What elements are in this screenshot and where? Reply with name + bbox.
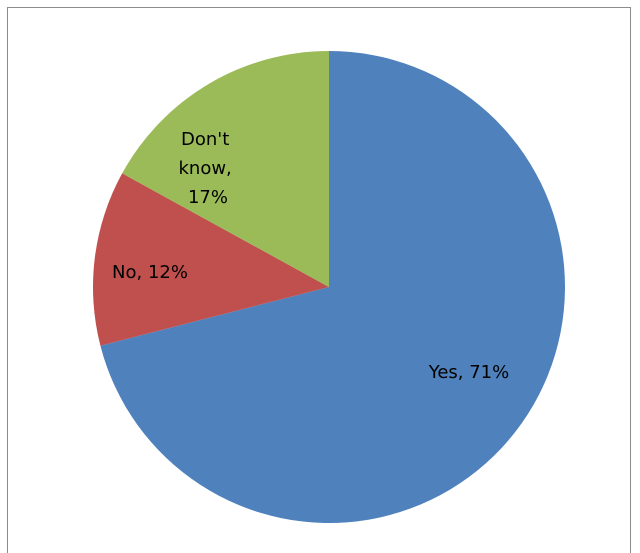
slice-label-dont-know-line-1: Don't [181, 129, 229, 150]
pie-slice-yes [100, 51, 565, 523]
pie-slice-no [92, 173, 329, 346]
pie-slice-don-t-know [122, 50, 329, 287]
slice-label-dont-know: Don't know, 17% [178, 129, 237, 208]
slice-label-dont-know-line-3: 17% [188, 187, 228, 208]
slice-label-yes: Yes, 71% [428, 362, 510, 383]
pie-slices [92, 50, 565, 523]
slice-label-dont-know-line-2: know, [178, 158, 231, 179]
slice-label-no: No, 12% [112, 262, 188, 283]
